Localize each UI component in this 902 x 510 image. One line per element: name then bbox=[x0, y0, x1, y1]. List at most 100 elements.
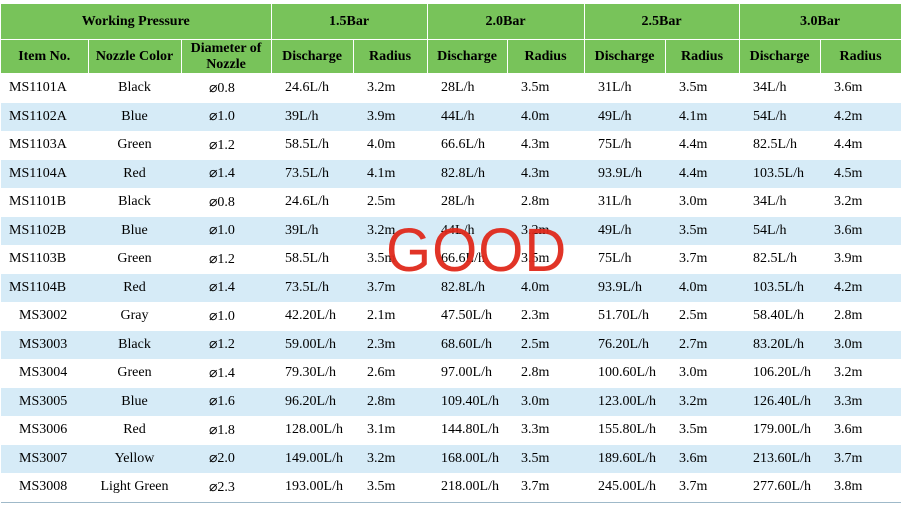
discharge-1-5bar-cell: 128.00L/h bbox=[285, 422, 343, 438]
radius-3-0bar-cell: 3.7m bbox=[820, 444, 902, 473]
discharge-header: Discharge bbox=[271, 39, 354, 74]
nozzle-color-cell: Blue bbox=[88, 387, 181, 416]
nozzle-color-cell: Red bbox=[123, 422, 146, 438]
radius-1-5bar-cell: 3.5m bbox=[367, 251, 396, 267]
radius-header: Radius bbox=[507, 39, 585, 74]
nozzle-diameter-cell: ⌀1.0 bbox=[181, 102, 272, 131]
discharge-2-5bar-cell: 31L/h bbox=[598, 194, 632, 210]
item-no-cell: MS1103A bbox=[9, 137, 67, 153]
radius-2-5bar-cell: 3.0m bbox=[679, 194, 708, 210]
table-row: MS3003 Black ⌀1.2 59.00L/h 2.3m 68.60L/h 2.5m 7… bbox=[1, 330, 902, 359]
pressure-header-1: 1.5Bar bbox=[271, 4, 428, 40]
nozzle-color-cell: Black bbox=[118, 194, 151, 210]
discharge-2-0bar-cell: 82.8L/h bbox=[427, 273, 508, 302]
nozzle-color-cell: Green bbox=[117, 137, 152, 153]
nozzle-diameter-cell: ⌀1.4 bbox=[181, 273, 272, 302]
discharge-3-0bar-cell: 126.40L/h bbox=[739, 387, 821, 416]
nozzle-diameter-cell: ⌀0.8 bbox=[209, 194, 235, 210]
radius-1-5bar-cell: 3.2m bbox=[353, 444, 428, 473]
radius-2-0bar-cell: 3.5m bbox=[507, 444, 585, 473]
discharge-2-0bar-cell: 97.00L/h bbox=[441, 365, 492, 381]
discharge-1-5bar-cell: 39L/h bbox=[271, 216, 354, 245]
discharge-3-0bar-cell: 277.60L/h bbox=[739, 473, 821, 503]
discharge-3-0bar-cell: 34L/h bbox=[753, 194, 787, 210]
radius-2-5bar-cell: 3.6m bbox=[665, 444, 740, 473]
discharge-3-0bar-cell: 179.00L/h bbox=[753, 422, 811, 438]
nozzle-diameter-cell: ⌀1.0 bbox=[181, 216, 272, 245]
nozzle-color-cell: Green bbox=[117, 251, 152, 267]
item-no-cell: MS1102A bbox=[1, 102, 88, 131]
radius-3-0bar-cell: 3.9m bbox=[834, 251, 863, 267]
item-no-cell: MS1101A bbox=[9, 80, 67, 96]
radius-3-0bar-cell: 4.5m bbox=[820, 159, 902, 188]
discharge-2-5bar-cell: 49L/h bbox=[584, 216, 666, 245]
radius-1-5bar-cell: 3.1m bbox=[367, 422, 396, 438]
discharge-2-0bar-cell: 28L/h bbox=[441, 194, 475, 210]
pressure-header-2: 2.0Bar bbox=[427, 4, 585, 40]
discharge-2-0bar-cell: 44L/h bbox=[427, 216, 508, 245]
radius-3-0bar-cell: 3.6m bbox=[820, 216, 902, 245]
radius-header: Radius bbox=[665, 39, 740, 74]
item-no-cell: MS3004 bbox=[19, 365, 68, 381]
discharge-2-0bar-cell: 28L/h bbox=[441, 80, 475, 96]
radius-2-0bar-cell: 3.0m bbox=[507, 387, 585, 416]
discharge-2-5bar-cell: 49L/h bbox=[584, 102, 666, 131]
discharge-2-0bar-cell: 144.80L/h bbox=[441, 422, 499, 438]
table-row: MS3004 Green ⌀1.4 79.30L/h 2.6m 97.00L/h 2.8m 1… bbox=[1, 359, 901, 388]
item-no-cell: MS1103B bbox=[9, 251, 67, 267]
nozzle-diameter-cell: ⌀0.8 bbox=[209, 80, 235, 96]
header-row-pressure: Working Pressure 1.5Bar 2.0Bar 2.5Bar 3.… bbox=[1, 4, 902, 40]
discharge-header: Discharge bbox=[427, 39, 508, 74]
discharge-2-0bar-cell: 109.40L/h bbox=[427, 387, 508, 416]
discharge-2-0bar-cell: 168.00L/h bbox=[427, 444, 508, 473]
radius-1-5bar-cell: 2.8m bbox=[353, 387, 428, 416]
radius-1-5bar-cell: 3.2m bbox=[367, 80, 396, 96]
radius-3-0bar-cell: 4.4m bbox=[834, 137, 863, 153]
radius-3-0bar-cell: 3.6m bbox=[834, 80, 863, 96]
discharge-2-0bar-cell: 66.6L/h bbox=[441, 137, 485, 153]
radius-3-0bar-cell: 3.8m bbox=[820, 473, 902, 503]
discharge-3-0bar-cell: 58.40L/h bbox=[753, 308, 804, 324]
nozzle-color-header: Nozzle Color bbox=[88, 39, 182, 74]
radius-2-0bar-cell: 4.3m bbox=[521, 137, 550, 153]
diameter-header-line1: Diameter of bbox=[190, 40, 262, 56]
diameter-header-line2: Nozzle bbox=[206, 56, 246, 72]
radius-2-0bar-cell: 4.0m bbox=[507, 102, 585, 131]
discharge-2-5bar-cell: 75L/h bbox=[598, 251, 632, 267]
discharge-3-0bar-cell: 54L/h bbox=[739, 216, 821, 245]
discharge-header: Discharge bbox=[739, 39, 821, 74]
nozzle-diameter-cell: ⌀1.2 bbox=[181, 330, 272, 359]
discharge-1-5bar-cell: 24.6L/h bbox=[285, 194, 329, 210]
radius-2-0bar-cell: 3.2m bbox=[507, 216, 585, 245]
discharge-2-5bar-cell: 123.00L/h bbox=[584, 387, 666, 416]
radius-2-0bar-cell: 3.7m bbox=[507, 473, 585, 503]
item-no-cell: MS3008 bbox=[1, 473, 88, 503]
radius-header: Radius bbox=[353, 39, 428, 74]
nozzle-color-cell: Red bbox=[88, 159, 181, 188]
discharge-2-5bar-cell: 31L/h bbox=[598, 80, 632, 96]
discharge-1-5bar-cell: 79.30L/h bbox=[285, 365, 336, 381]
radius-2-5bar-cell: 4.0m bbox=[665, 273, 740, 302]
discharge-3-0bar-cell: 106.20L/h bbox=[753, 365, 811, 381]
pressure-header-3: 2.5Bar bbox=[584, 4, 740, 40]
nozzle-diameter-cell: ⌀1.2 bbox=[209, 251, 235, 267]
discharge-1-5bar-cell: 149.00L/h bbox=[271, 444, 354, 473]
discharge-3-0bar-cell: 103.5L/h bbox=[739, 159, 821, 188]
radius-1-5bar-cell: 3.7m bbox=[353, 273, 428, 302]
discharge-1-5bar-cell: 39L/h bbox=[271, 102, 354, 131]
nozzle-color-cell: Red bbox=[88, 273, 181, 302]
discharge-3-0bar-cell: 213.60L/h bbox=[739, 444, 821, 473]
nozzle-color-cell: Green bbox=[117, 365, 152, 381]
discharge-2-0bar-cell: 66.6L/h bbox=[441, 251, 485, 267]
radius-3-0bar-cell: 4.2m bbox=[820, 273, 902, 302]
radius-1-5bar-cell: 3.2m bbox=[353, 216, 428, 245]
discharge-2-5bar-cell: 245.00L/h bbox=[584, 473, 666, 503]
radius-2-5bar-cell: 3.0m bbox=[679, 365, 708, 381]
table-row: MS1103B Green ⌀1.2 58.5L/h 3.5m 66.6L/h 3.5m 75… bbox=[1, 245, 901, 274]
radius-2-0bar-cell: 3.5m bbox=[521, 80, 550, 96]
working-pressure-header: Working Pressure bbox=[1, 4, 272, 40]
nozzle-diameter-cell: ⌀1.8 bbox=[209, 422, 235, 438]
nozzle-color-cell: Black bbox=[118, 80, 151, 96]
discharge-3-0bar-cell: 83.20L/h bbox=[739, 330, 821, 359]
table-row: MS1104B Red ⌀1.4 73.5L/h 3.7m 82.8L/h 4.0m 93.9… bbox=[1, 273, 902, 302]
